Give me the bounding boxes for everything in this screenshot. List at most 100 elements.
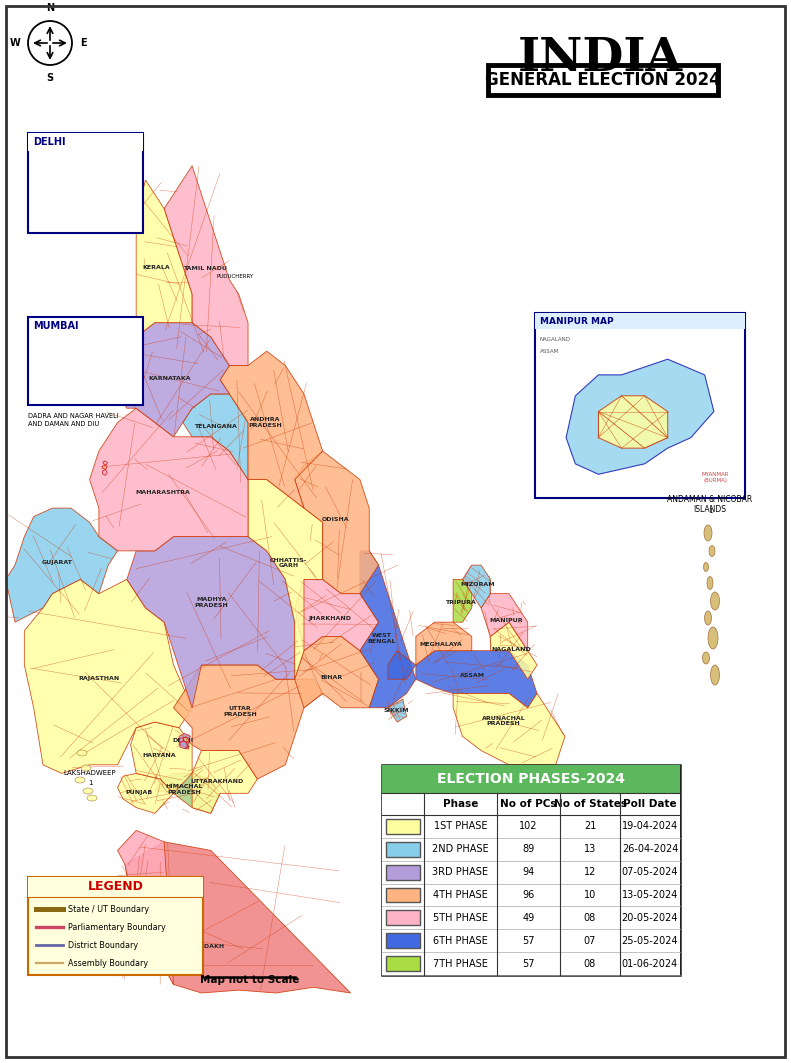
Text: MAHARASHTRA: MAHARASHTRA [135,490,190,495]
Ellipse shape [702,652,710,664]
Polygon shape [6,508,118,622]
Polygon shape [183,394,248,479]
Polygon shape [183,738,189,743]
Text: 21: 21 [584,822,596,831]
Polygon shape [173,665,323,779]
Text: 10: 10 [584,890,596,900]
Bar [386,933,420,948]
Polygon shape [118,774,173,813]
Text: 1ST PHASE: 1ST PHASE [433,822,487,831]
Bar [386,956,420,971]
Ellipse shape [77,750,87,756]
Text: MUMBAI: MUMBAI [33,321,78,331]
Bar [382,907,680,929]
Bar [535,313,745,497]
Text: No of States: No of States [554,799,626,809]
Text: District Boundary: District Boundary [68,941,138,949]
Text: 1: 1 [708,508,712,514]
Text: MIZORAM: MIZORAM [460,583,495,587]
Polygon shape [127,537,295,708]
Polygon shape [155,774,220,813]
Text: 89: 89 [522,844,535,855]
Text: LEGEND: LEGEND [88,880,143,894]
Text: INDIA: INDIA [517,35,683,81]
Polygon shape [165,166,248,366]
Bar [28,133,143,151]
Bar [382,793,680,815]
Text: 07: 07 [584,935,596,946]
Ellipse shape [710,665,720,685]
Text: 5TH PHASE: 5TH PHASE [433,913,488,923]
Text: 12: 12 [584,867,596,877]
Text: GUJARAT: GUJARAT [42,560,73,566]
Polygon shape [248,479,323,679]
Text: WEST
BENGAL: WEST BENGAL [367,632,396,644]
Polygon shape [295,451,379,593]
Polygon shape [125,842,350,993]
Bar [386,819,420,833]
Text: 6TH PHASE: 6TH PHASE [433,935,488,946]
Text: 01-06-2024: 01-06-2024 [622,959,678,968]
Polygon shape [481,593,528,651]
Text: JHARKHAND: JHARKHAND [308,615,352,621]
Ellipse shape [81,765,91,771]
Text: 7TH PHASE: 7TH PHASE [433,959,488,968]
Text: ANDHRA
PRADESH: ANDHRA PRADESH [248,417,282,428]
Text: 1: 1 [88,780,93,786]
Text: E: E [80,38,86,48]
Polygon shape [118,351,136,366]
Text: MEGHALAYA: MEGHALAYA [419,642,462,647]
Polygon shape [89,408,248,551]
Ellipse shape [705,611,711,625]
Text: KARNATAKA: KARNATAKA [148,376,191,382]
Text: UTTARAKHAND: UTTARAKHAND [191,779,244,784]
Text: MADHYA
PRADESH: MADHYA PRADESH [195,597,228,608]
Text: 13: 13 [584,844,596,855]
Polygon shape [453,693,565,764]
Text: UTTAR
PRADESH: UTTAR PRADESH [223,706,257,716]
Text: JAMMU &
KASHMIR: JAMMU & KASHMIR [125,883,158,894]
Text: Map not to Scale: Map not to Scale [200,975,300,985]
Text: 96: 96 [522,890,535,900]
Ellipse shape [710,592,720,610]
Text: HIMACHAL
PRADESH: HIMACHAL PRADESH [165,783,203,795]
Text: Poll Date: Poll Date [623,799,677,809]
Text: HARYANA: HARYANA [142,754,176,759]
Bar [28,133,143,233]
Text: MYANMAR
(BURMA): MYANMAR (BURMA) [702,472,729,483]
Text: DELHI: DELHI [33,137,66,147]
Polygon shape [192,750,257,813]
Text: ASSAM: ASSAM [540,349,559,354]
Text: ELECTION PHASES-2024: ELECTION PHASES-2024 [437,772,625,786]
Polygon shape [25,579,192,774]
Ellipse shape [709,545,715,557]
Text: 49: 49 [522,913,535,923]
Text: Parliamentary Boundary: Parliamentary Boundary [68,923,166,931]
Text: TRIPURA: TRIPURA [445,601,475,605]
Bar [386,842,420,857]
Bar [386,864,420,879]
Text: 94: 94 [522,867,535,877]
Text: 2ND PHASE: 2ND PHASE [432,844,489,855]
Text: 25-05-2024: 25-05-2024 [622,935,679,946]
Text: 19-04-2024: 19-04-2024 [622,822,678,831]
Bar [382,929,680,952]
Polygon shape [490,622,537,679]
Bar [382,838,680,861]
Polygon shape [599,395,668,449]
Polygon shape [103,461,108,466]
Polygon shape [220,351,323,508]
Text: SIKKIM: SIKKIM [384,708,409,713]
Bar [382,815,680,838]
Text: 20-05-2024: 20-05-2024 [622,913,678,923]
Text: LADAKH: LADAKH [195,944,225,948]
Text: 3RD PHASE: 3RD PHASE [433,867,489,877]
Bar [28,317,143,405]
Text: NAGALAND: NAGALAND [491,646,531,652]
Polygon shape [388,651,416,679]
Bar [382,861,680,883]
Polygon shape [184,746,189,749]
Text: S: S [47,72,54,83]
Ellipse shape [75,777,85,783]
Ellipse shape [707,576,713,590]
